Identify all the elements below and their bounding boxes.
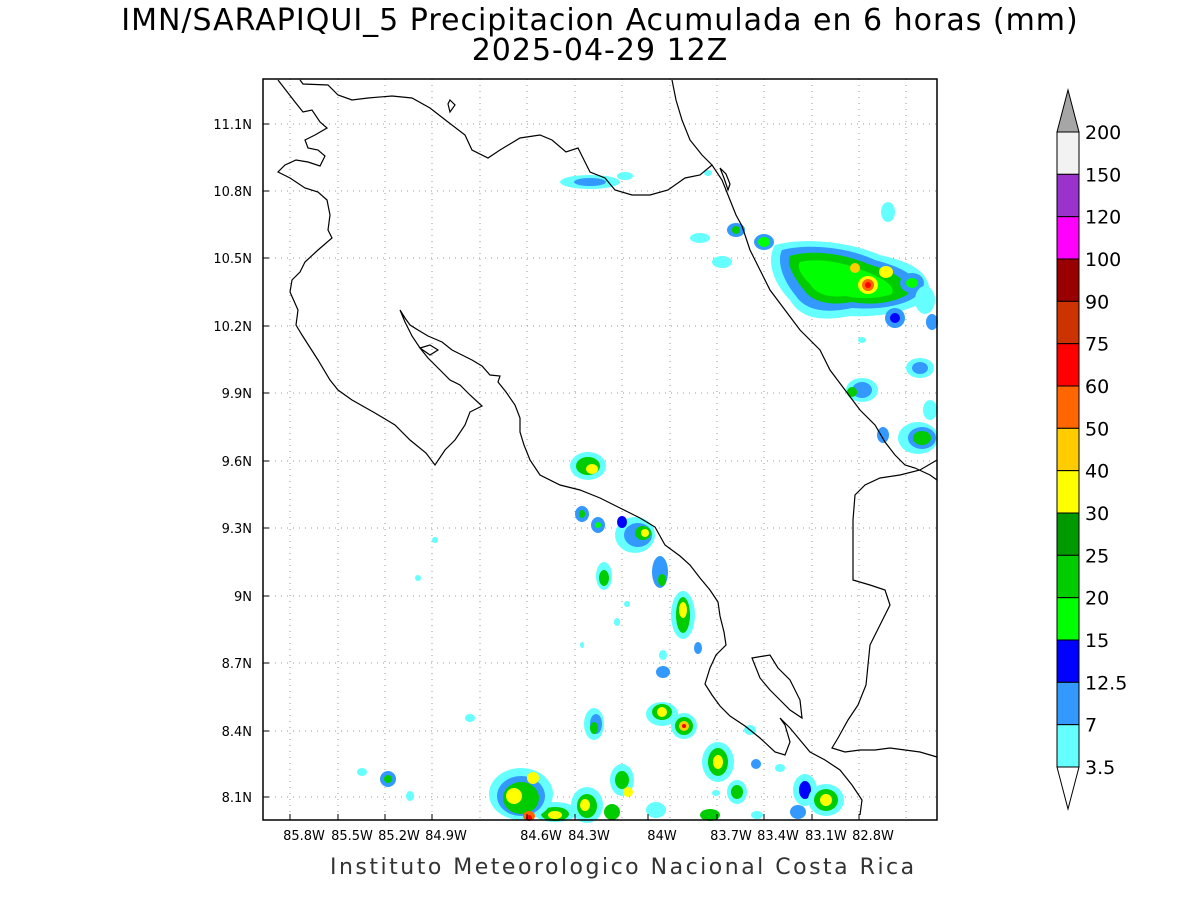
map-grid <box>263 79 937 820</box>
colorbar-swatch <box>1056 343 1080 387</box>
lon-tick-label: 84.9W <box>425 829 467 844</box>
lon-tick-label: 83.4W <box>757 829 799 844</box>
lon-tick-label: 85.5W <box>331 829 373 844</box>
lat-tick-label: 8.1N <box>222 791 252 806</box>
colorbar-label: 75 <box>1085 334 1109 356</box>
colorbar-label: 12.5 <box>1085 672 1127 694</box>
colorbar-label: 7 <box>1085 715 1097 737</box>
colorbar-swatch <box>1056 470 1080 514</box>
lon-tick-label: 84.3W <box>568 829 610 844</box>
lon-tick-label: 83.7W <box>710 829 752 844</box>
colorbar-swatch <box>1056 258 1080 302</box>
lat-tick-label: 8.7N <box>222 657 252 672</box>
lon-tick-label: 82.8W <box>852 829 894 844</box>
footer-credit: Instituto Meteorologico Nacional Costa R… <box>330 855 917 880</box>
longitude-labels: 85.8W 85.5W 85.2W 84.9W 84.6W 84.3W 84W 83.7W 83… <box>283 814 894 844</box>
colorbar-label: 30 <box>1085 503 1109 525</box>
colorbar-swatch <box>1056 724 1080 768</box>
colorbar-swatch <box>1056 512 1080 556</box>
colorbar-label: 100 <box>1085 249 1121 271</box>
precipitation-field <box>357 170 938 823</box>
map-title: IMN/SARAPIQUI_5 Precipitacion Acumulada … <box>121 3 1079 38</box>
lon-tick-label: 84W <box>647 829 677 844</box>
colorbar-swatch <box>1056 173 1080 218</box>
colorbar-bottom-arrow <box>1056 766 1080 811</box>
colorbar-swatch <box>1056 131 1080 175</box>
lat-tick-label: 9.6N <box>222 455 252 470</box>
colorbar-label: 40 <box>1085 461 1109 483</box>
coastline <box>276 79 938 816</box>
colorbar-label: 25 <box>1085 545 1109 567</box>
colorbar-swatch <box>1056 385 1080 429</box>
colorbar-swatch <box>1056 427 1080 472</box>
colorbar-swatch <box>1056 597 1080 641</box>
colorbar-label: 60 <box>1085 376 1109 398</box>
colorbar-swatch <box>1056 554 1080 599</box>
lat-tick-label: 9N <box>234 590 252 605</box>
colorbar-label: 150 <box>1085 164 1121 186</box>
colorbar-label: 90 <box>1085 291 1109 313</box>
lat-tick-label: 10.2N <box>213 320 252 335</box>
lon-tick-label: 85.8W <box>283 829 325 844</box>
map-frame <box>262 78 938 821</box>
lon-tick-label: 84.6W <box>520 829 562 844</box>
map-datetime: 2025-04-29 12Z <box>471 33 729 68</box>
lon-tick-label: 85.2W <box>378 829 420 844</box>
lat-tick-label: 10.8N <box>213 185 252 200</box>
colorbar-swatch <box>1056 300 1080 345</box>
lat-tick-label: 10.5N <box>213 252 252 267</box>
colorbar: 200 150 120 100 90 75 60 50 40 30 25 20 15 12.5 7 3.5 <box>1056 88 1127 811</box>
colorbar-label: 200 <box>1085 122 1121 144</box>
latitude-labels: 11.1N 10.8N 10.5N 10.2N 9.9N 9.6N 9.3N 9N 8.7N 8.… <box>213 118 269 806</box>
colorbar-label: 15 <box>1085 630 1109 652</box>
colorbar-swatch <box>1056 681 1080 726</box>
colorbar-label: 3.5 <box>1085 757 1115 779</box>
lat-tick-label: 11.1N <box>213 118 252 133</box>
colorbar-label: 120 <box>1085 207 1121 229</box>
colorbar-swatch <box>1056 216 1080 260</box>
lat-tick-label: 8.4N <box>222 725 252 740</box>
lat-tick-label: 9.9N <box>222 387 252 402</box>
lon-tick-label: 83.1W <box>805 829 847 844</box>
colorbar-swatch <box>1056 639 1080 683</box>
colorbar-top-arrow <box>1056 88 1080 133</box>
lat-tick-label: 9.3N <box>222 522 252 537</box>
colorbar-label: 50 <box>1085 418 1109 440</box>
colorbar-label: 20 <box>1085 588 1109 610</box>
